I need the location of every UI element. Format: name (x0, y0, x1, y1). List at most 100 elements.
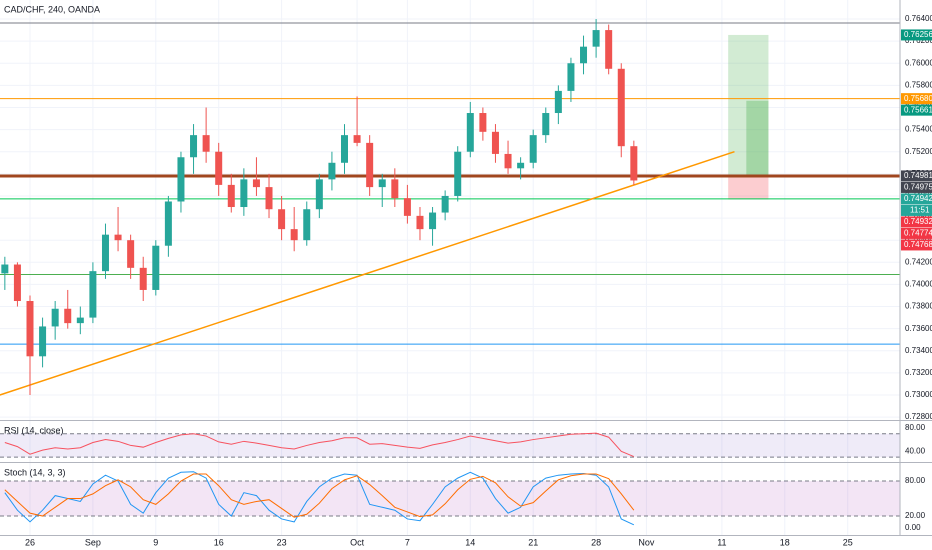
position-progress (746, 100, 769, 176)
price-label-bg (901, 29, 932, 41)
candle-body (617, 68, 625, 147)
candle-body (517, 162, 525, 169)
x-tick-label: 25 (843, 537, 853, 547)
y-tick-label: 0.73600 (905, 324, 932, 333)
candle-body (177, 157, 185, 202)
y-tick-label: 0.76000 (905, 58, 932, 67)
band-fill (0, 433, 900, 458)
candle-body (328, 162, 336, 180)
candle-body (101, 234, 109, 272)
candle-body (454, 151, 462, 196)
candle-body (353, 135, 361, 143)
candle-body (265, 187, 273, 210)
x-tick-label: 9 (153, 537, 158, 547)
price-label: 0.74942 (904, 194, 932, 203)
candle-body (76, 317, 84, 324)
price-label: 0.76256 (904, 30, 932, 39)
price-label-bg (901, 227, 932, 239)
countdown-bg (901, 204, 932, 216)
candle-body (479, 113, 487, 132)
y-tick-label: 40.00 (905, 446, 926, 455)
candle-body (504, 153, 512, 169)
x-tick-label: 11 (717, 537, 726, 547)
y-tick-label: 0.76200 (905, 36, 932, 45)
price-label-bg (901, 239, 932, 251)
x-tick-label: 28 (591, 537, 601, 547)
price-label-bg (901, 193, 932, 205)
candle-body (580, 46, 588, 64)
price-label-bg (901, 170, 932, 182)
y-tick-label: 0.73800 (905, 302, 932, 311)
candle-body (1, 264, 9, 274)
price-label-bg (901, 181, 932, 193)
y-tick-label: 0.73400 (905, 346, 932, 355)
candle-body (164, 201, 172, 246)
price-label: 0.75661 (904, 105, 932, 114)
price-label: 0.75680 (904, 94, 932, 103)
indicator-line (4, 473, 635, 518)
candle-body (202, 135, 210, 152)
x-tick-label: 18 (780, 537, 790, 547)
y-tick-label: 0.00 (905, 523, 921, 532)
indicator-line (4, 471, 635, 526)
y-tick-label: 0.74000 (905, 280, 932, 289)
y-tick-label: 0.72800 (905, 412, 932, 421)
y-tick-label: 80.00 (905, 423, 926, 432)
candle-body (403, 198, 411, 216)
y-tick-label: 0.75800 (905, 80, 932, 89)
candle-body (13, 264, 21, 302)
y-tick-label: 20.00 (905, 511, 926, 520)
candle-body (240, 179, 248, 208)
candle-body (64, 308, 72, 324)
position-stop-zone (728, 175, 769, 200)
y-tick-label: 0.75400 (905, 125, 932, 134)
x-tick-label: 7 (405, 537, 410, 547)
candle-body (378, 179, 386, 188)
chart-title: CAD/CHF, 240, OANDA (4, 4, 100, 14)
candle-body (278, 209, 286, 230)
candle-body (542, 113, 550, 136)
price-label: 0.74975 (904, 183, 932, 192)
y-tick-label: 0.74200 (905, 257, 932, 266)
candle-body (127, 240, 135, 268)
candle-body (441, 195, 449, 213)
candle-body (215, 151, 223, 185)
x-tick-label: Oct (350, 537, 365, 547)
y-tick-label: 0.76400 (905, 14, 932, 23)
price-label-bg (901, 216, 932, 228)
candle-body (290, 229, 298, 241)
candle-body (51, 308, 59, 327)
candle-body (554, 90, 562, 114)
candle-body (252, 179, 260, 188)
x-tick-label: 23 (277, 537, 287, 547)
y-tick-label: 0.73200 (905, 368, 932, 377)
candle-body (416, 215, 424, 230)
position-target-zone (728, 34, 769, 176)
candle-body (114, 234, 122, 241)
price-label: 0.74932 (904, 217, 932, 226)
price-label-bg (901, 104, 932, 116)
x-tick-label: 26 (25, 537, 35, 547)
candle-body (315, 179, 323, 210)
indicator-line (4, 432, 635, 458)
x-tick-label: Sep (85, 537, 101, 547)
y-tick-label: 80.00 (905, 476, 926, 485)
y-tick-label: 0.75200 (905, 147, 932, 156)
candle-body (366, 142, 374, 188)
candle-body (630, 146, 638, 181)
candle-body (26, 301, 34, 357)
candle-body (303, 209, 311, 241)
candle-body (152, 245, 160, 290)
x-tick-label: 16 (214, 537, 224, 547)
price-label-bg (901, 93, 932, 105)
candle-body (139, 267, 147, 290)
candle-body (529, 135, 537, 163)
candle-body (227, 184, 235, 208)
pane-title: RSI (14, close) (4, 425, 64, 435)
candle-body (429, 212, 437, 230)
candle-body (605, 30, 613, 69)
candle-body (592, 30, 600, 47)
candle-body (466, 113, 474, 152)
candle-body (341, 135, 348, 163)
pane-title: Stoch (14, 3, 3) (4, 467, 66, 477)
